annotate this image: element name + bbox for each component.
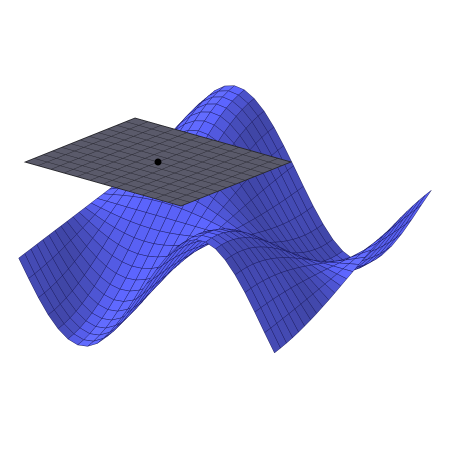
surface-patch xyxy=(264,327,281,354)
plane-grid xyxy=(43,154,200,199)
plane-grid xyxy=(34,158,191,203)
surface-patch xyxy=(415,190,432,210)
surface xyxy=(18,85,432,354)
plane-grid xyxy=(167,158,279,203)
tangent-point xyxy=(154,158,162,166)
plane-grid xyxy=(24,161,182,207)
tangent-plane xyxy=(23,117,293,207)
plane-grid xyxy=(180,161,292,207)
